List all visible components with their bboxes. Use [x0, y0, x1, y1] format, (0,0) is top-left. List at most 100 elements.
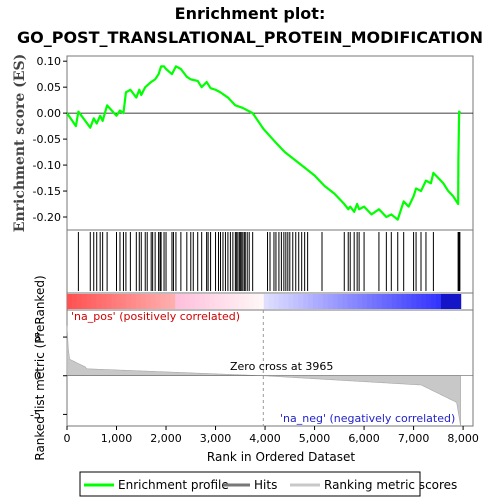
- pos-correlated-label: 'na_pos' (positively correlated): [71, 310, 240, 323]
- heatbar-segment: [194, 294, 201, 309]
- heatbar-segment: [440, 294, 447, 309]
- heatbar-segment: [406, 294, 413, 309]
- metric-layer: [66, 310, 473, 427]
- heatbar-segment: [342, 294, 349, 309]
- heatbar-segment: [67, 294, 73, 309]
- heatbar-segment: [327, 294, 334, 309]
- heatbar-segment: [170, 294, 176, 309]
- heatbar-segment: [357, 294, 363, 309]
- x-tick-label: 8,000: [447, 432, 479, 445]
- heatbar-segment: [91, 294, 98, 309]
- heatbar-segment: [249, 294, 255, 309]
- enrichment-profile-line: [66, 65, 462, 221]
- es-y-tick-label: 0.05: [37, 81, 62, 94]
- chart-title-line2: GO_POST_TRANSLATIONAL_PROTEIN_MODIFICATI…: [17, 28, 483, 47]
- x-tick-label: 1,000: [101, 432, 133, 445]
- heatbar-segment: [376, 294, 383, 309]
- heatbar-segment: [101, 294, 107, 309]
- heatbar-segment: [130, 294, 137, 309]
- rank-heatbar: [67, 294, 462, 309]
- heatbar-segment: [386, 294, 393, 309]
- es-y-tick-label: -0.15: [33, 185, 61, 198]
- zero-cross-label: Zero cross at 3965: [230, 360, 333, 373]
- heatbar-segment: [150, 294, 157, 309]
- heatbar-segment: [313, 294, 319, 309]
- x-tick-label: 3,000: [200, 432, 232, 445]
- heatbar-segment: [160, 294, 167, 309]
- metric-y-axis-label: Ranked list metric (PreRanked): [33, 275, 47, 460]
- heatbar-segment: [436, 294, 442, 309]
- heatbar-segment: [381, 294, 388, 309]
- heatbar-segment: [175, 294, 181, 309]
- heatbar-segment: [278, 294, 285, 309]
- x-tick-label: 6,000: [348, 432, 380, 445]
- heatbar-segment: [258, 294, 265, 309]
- heatbar-segment: [426, 294, 432, 309]
- heatbar-segment: [106, 294, 112, 309]
- heatbar-segment: [71, 294, 78, 309]
- heatbar-segment: [411, 294, 417, 309]
- heatbar-segment: [396, 294, 403, 309]
- heatbar-segment: [298, 294, 304, 309]
- heatbar-segment: [332, 294, 339, 309]
- heatbar-segment: [204, 294, 211, 309]
- legend-label-hits: Hits: [254, 478, 277, 492]
- heatbar-segment: [288, 294, 294, 309]
- heatbar-segment: [273, 294, 280, 309]
- heatbar-segment: [244, 294, 250, 309]
- heatbar-segment: [337, 294, 344, 309]
- heatbar-segment: [253, 294, 260, 309]
- heatbar-segment: [234, 294, 240, 309]
- heatbar-segment: [239, 294, 245, 309]
- x-tick-label: 0: [64, 432, 71, 445]
- heatbar-segment: [116, 294, 122, 309]
- es-y-axis-label: Enrichment score (ES): [12, 54, 28, 232]
- heatbar-segment: [121, 294, 127, 309]
- heatbar-segment: [224, 294, 230, 309]
- heatbar-segment: [283, 294, 290, 309]
- neg-correlated-label: 'na_neg' (negatively correlated): [280, 412, 455, 425]
- heatbar-segment: [135, 294, 142, 309]
- heatbar-segment: [317, 294, 324, 309]
- heatbar-segment: [111, 294, 117, 309]
- es-y-tick-label: -0.10: [33, 159, 61, 172]
- heatbar-segment: [190, 294, 196, 309]
- es-y-tick-label: 0.00: [37, 107, 62, 120]
- heatbar-segment: [96, 294, 103, 309]
- es-curve-layer: [66, 65, 462, 221]
- heatbar-segment: [416, 294, 422, 309]
- heatbar-segment: [431, 294, 437, 309]
- heatbar-segment: [367, 294, 373, 309]
- heatbar-segment: [214, 294, 221, 309]
- heatbar-segment: [421, 294, 427, 309]
- axes-layer: 0.10 0.05 0.00 -0.05 -0.10 -0.15 -0.20 5 0 -5 0 1,0…: [30, 55, 479, 445]
- heatbar-segment: [268, 294, 275, 309]
- heatbar-segment: [263, 294, 270, 309]
- x-tick-label: 2,000: [150, 432, 182, 445]
- chart-title-line1: Enrichment plot:: [175, 4, 326, 23]
- x-tick-label: 5,000: [299, 432, 331, 445]
- metric-panel: [66, 309, 474, 427]
- x-axis-label: Rank in Ordered Dataset: [207, 450, 355, 464]
- heatbar-segment: [372, 294, 378, 309]
- metric-y-tick-label: 0: [34, 370, 41, 383]
- heatbar-segment: [352, 294, 358, 309]
- heatbar-segment: [303, 294, 309, 309]
- heatbar-segment: [81, 294, 88, 309]
- legend-label-enrichment: Enrichment profile: [118, 478, 229, 492]
- x-tick-label: 7,000: [398, 432, 430, 445]
- heatbar-segment: [229, 294, 235, 309]
- es-y-tick-label: 0.10: [37, 55, 62, 68]
- metric-y-tick-label: -5: [30, 408, 41, 421]
- heatbar-segment: [293, 294, 299, 309]
- heatbar-segment: [199, 294, 206, 309]
- heatbar-segment: [126, 294, 132, 309]
- heatbar-segment: [401, 294, 408, 309]
- heatbar-segment: [209, 294, 216, 309]
- heatbar-segment: [155, 294, 162, 309]
- heatbar-segment: [362, 294, 368, 309]
- heatbar-segment: [165, 294, 171, 309]
- heatbar-segment: [308, 294, 314, 309]
- heatbar-segment: [76, 294, 83, 309]
